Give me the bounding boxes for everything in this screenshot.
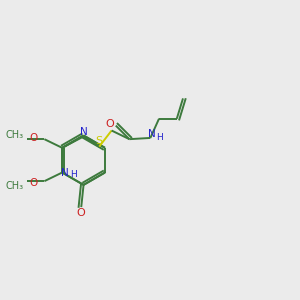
Text: O: O [105, 119, 114, 129]
Text: S: S [96, 136, 103, 146]
Text: CH₃: CH₃ [5, 130, 24, 140]
Text: CH₃: CH₃ [5, 181, 24, 190]
Text: N: N [61, 167, 69, 178]
Text: H: H [70, 170, 76, 179]
Text: H: H [157, 133, 163, 142]
Text: N: N [80, 127, 87, 137]
Text: O: O [30, 178, 38, 188]
Text: O: O [77, 208, 85, 218]
Text: O: O [30, 133, 38, 143]
Text: N: N [148, 129, 156, 140]
